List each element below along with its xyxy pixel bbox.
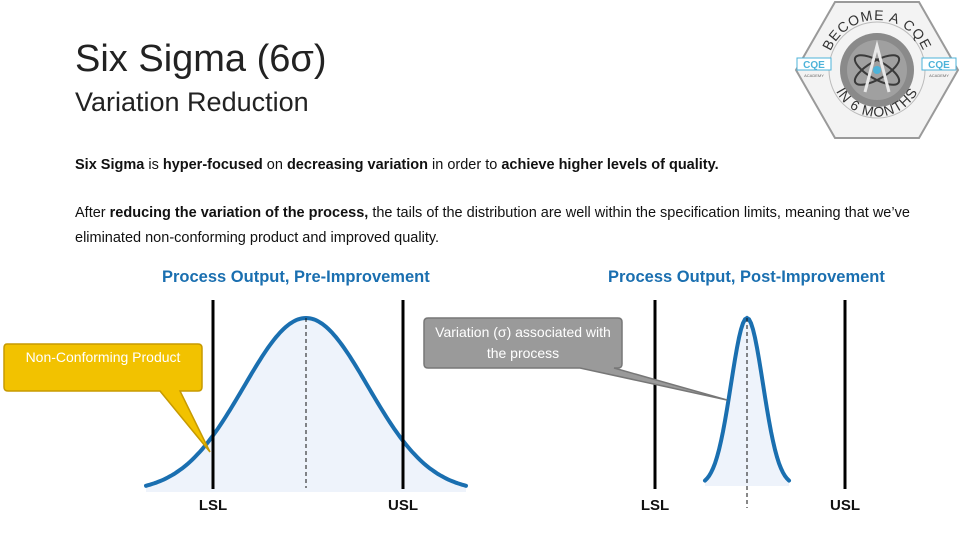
variation-callout-shape (423, 317, 728, 401)
chart-title-pre: Process Output, Pre-Improvement (162, 268, 430, 286)
page-title: Six Sigma (6σ) (75, 38, 327, 80)
nonconforming-callout-label: Non-Conforming Product (25, 349, 181, 365)
svg-text:CQE: CQE (803, 60, 825, 71)
page-subtitle: Variation Reduction (75, 87, 309, 117)
p1-run-5: in order to (427, 157, 502, 173)
atom-icon (853, 40, 901, 93)
paragraph-intro: Six Sigma is hyper-focused on decreasing… (75, 153, 915, 178)
paragraph-explanation: After reducing the variation of the proc… (75, 201, 915, 251)
badge-right-logo (921, 57, 957, 71)
p1-run-6: achieve higher levels of quality. (501, 157, 719, 173)
svg-text:ACADEMY: ACADEMY (929, 73, 949, 78)
p2-run-2: the tails of the distribution are well w… (75, 205, 910, 246)
post-lsl-label: LSL (640, 497, 670, 514)
p1-run-0: Six Sigma (75, 157, 145, 173)
pre-usl-label: USL (388, 497, 418, 514)
p1-run-3: on (262, 157, 287, 173)
post-usl-label: USL (830, 497, 860, 514)
svg-text:CQE: CQE (928, 60, 950, 71)
variation-callout-label: Variation (σ) associated with the proces… (435, 324, 611, 361)
p1-run-1: is (144, 157, 163, 173)
cqe-academy-badge: BECOME A CQE IN 6 MONTHS CQE ACADEMY CQE… (794, 0, 960, 139)
p2-run-1: reducing the variation of the process, (109, 205, 369, 221)
chart-title-post: Process Output, Post-Improvement (608, 268, 885, 286)
p1-run-4: decreasing variation (286, 157, 428, 173)
svg-text:ACADEMY: ACADEMY (804, 73, 824, 78)
p1-run-2: hyper-focused (162, 157, 263, 173)
badge-left-logo (796, 57, 832, 71)
nonconforming-callout-shape (3, 343, 211, 453)
pre-lsl-label: LSL (198, 497, 228, 514)
p2-run-0: After (75, 205, 110, 221)
